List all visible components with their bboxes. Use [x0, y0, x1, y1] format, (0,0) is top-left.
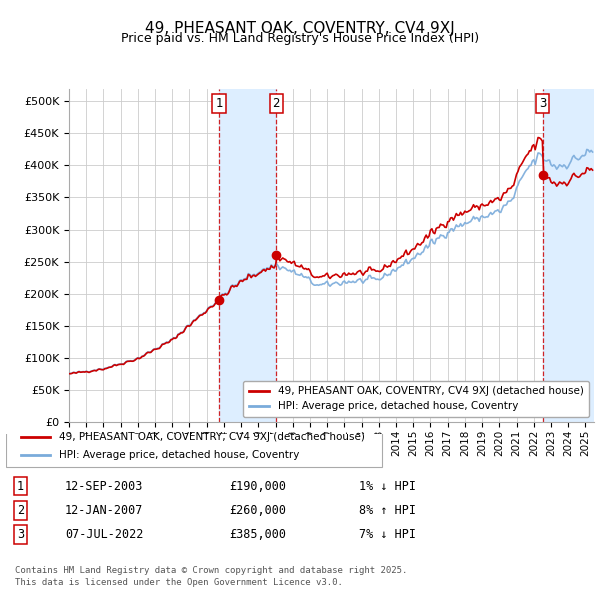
Text: 49, PHEASANT OAK, COVENTRY, CV4 9XJ (detached house): 49, PHEASANT OAK, COVENTRY, CV4 9XJ (det… — [59, 432, 365, 442]
Text: 12-JAN-2007: 12-JAN-2007 — [65, 503, 143, 517]
Text: £385,000: £385,000 — [229, 527, 286, 540]
Text: 2: 2 — [17, 503, 24, 517]
Text: 8% ↑ HPI: 8% ↑ HPI — [359, 503, 416, 517]
Bar — [219, 88, 276, 422]
Legend: 49, PHEASANT OAK, COVENTRY, CV4 9XJ (detached house), HPI: Average price, detach: 49, PHEASANT OAK, COVENTRY, CV4 9XJ (det… — [244, 381, 589, 417]
Text: 3: 3 — [539, 97, 547, 110]
Text: 1: 1 — [215, 97, 223, 110]
Text: HPI: Average price, detached house, Coventry: HPI: Average price, detached house, Cove… — [59, 451, 299, 460]
Text: 1% ↓ HPI: 1% ↓ HPI — [359, 480, 416, 493]
Text: 1: 1 — [17, 480, 24, 493]
Text: 3: 3 — [17, 527, 24, 540]
Text: 2: 2 — [272, 97, 280, 110]
Text: 49, PHEASANT OAK, COVENTRY, CV4 9XJ: 49, PHEASANT OAK, COVENTRY, CV4 9XJ — [145, 21, 455, 35]
Text: £260,000: £260,000 — [229, 503, 286, 517]
Text: £190,000: £190,000 — [229, 480, 286, 493]
Text: 07-JUL-2022: 07-JUL-2022 — [65, 527, 143, 540]
Text: 7% ↓ HPI: 7% ↓ HPI — [359, 527, 416, 540]
Text: Price paid vs. HM Land Registry's House Price Index (HPI): Price paid vs. HM Land Registry's House … — [121, 32, 479, 45]
Text: Contains HM Land Registry data © Crown copyright and database right 2025.
This d: Contains HM Land Registry data © Crown c… — [15, 566, 407, 587]
Bar — [543, 88, 594, 422]
Text: 12-SEP-2003: 12-SEP-2003 — [65, 480, 143, 493]
FancyBboxPatch shape — [6, 430, 382, 467]
